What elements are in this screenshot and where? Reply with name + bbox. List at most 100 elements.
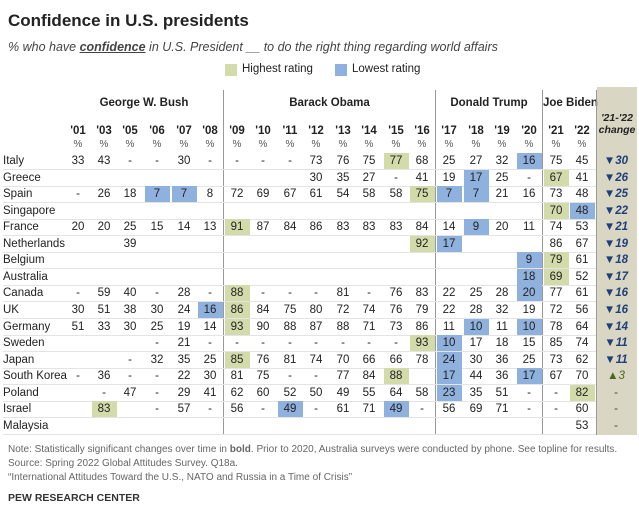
cell: - (208, 155, 212, 167)
highlight (224, 302, 250, 319)
legend-label: Highest rating (242, 63, 313, 75)
cell: 80 (309, 304, 323, 317)
cell: 61 (336, 403, 350, 416)
cell: 27 (362, 171, 376, 184)
highlight (516, 285, 542, 302)
change-value: ▼14 (603, 320, 629, 333)
cell: 85 (230, 353, 244, 366)
cell: - (128, 353, 132, 366)
cell: 36 (495, 353, 509, 366)
cell: - (128, 370, 132, 383)
cell: 30 (71, 304, 85, 317)
cell: 25 (203, 353, 217, 366)
highlight (516, 368, 542, 385)
cell: 16 (522, 188, 536, 201)
cell: 17 (442, 370, 456, 383)
cell: 11 (496, 320, 508, 333)
row-rule (3, 185, 596, 187)
cell: 84 (283, 221, 297, 234)
cell: 15 (522, 337, 536, 350)
cell: - (527, 386, 531, 399)
cell: 24 (442, 353, 456, 366)
highlight (409, 186, 435, 203)
unit-label: % (285, 139, 295, 150)
cell: 25 (123, 221, 137, 234)
group-divider (223, 90, 224, 435)
cell: 53 (575, 221, 589, 234)
row-rule (3, 251, 596, 253)
cell: 64 (575, 320, 589, 333)
cell: - (155, 337, 159, 350)
change-value: ▲3 (607, 370, 625, 383)
cell: 27 (469, 155, 483, 167)
unit-label: % (497, 139, 507, 150)
highlight (197, 302, 223, 319)
cell: 86 (549, 237, 563, 250)
cell: 41 (415, 171, 429, 184)
column-header: '21 (548, 125, 564, 137)
cell: 18 (522, 270, 536, 283)
unit-label: % (444, 139, 454, 150)
cell: 90 (256, 320, 270, 333)
cell: - (288, 155, 292, 167)
row-rule (3, 433, 596, 435)
cell: 75 (283, 304, 297, 317)
column-header: '07 (176, 125, 192, 137)
cell: 29 (177, 386, 191, 399)
cell: - (288, 287, 292, 300)
highlight (436, 384, 462, 401)
highlight (144, 186, 170, 203)
cell: 49 (336, 386, 350, 399)
source: Source: Spring 2022 Global Attitudes Sur… (8, 458, 238, 469)
cell: 7 (180, 188, 188, 201)
legend-swatch (225, 64, 237, 76)
unit-label: % (577, 139, 587, 150)
column-header: '15 (388, 125, 404, 137)
cell: 20 (522, 287, 536, 300)
cell: - (527, 403, 531, 416)
highlight (224, 219, 250, 236)
cell: - (288, 370, 292, 383)
cell: 17 (469, 337, 483, 350)
cell: 8 (206, 188, 214, 201)
cell: 25 (469, 287, 483, 300)
row-label: Japan (3, 353, 35, 366)
cell: 83 (415, 287, 429, 300)
cell: 76 (336, 155, 350, 167)
legend-label: Lowest rating (352, 63, 421, 75)
column-header: '14 (361, 125, 377, 137)
cell: 81 (230, 370, 244, 383)
cell: 10 (469, 320, 483, 333)
column-header: '17 (441, 125, 457, 137)
unit-label: % (258, 139, 268, 150)
cell: 58 (389, 188, 403, 201)
change-value: ▼17 (603, 270, 629, 283)
cell: 17 (469, 171, 483, 184)
cell: - (554, 403, 558, 416)
cell: 20 (97, 221, 111, 234)
cell: 23 (442, 386, 456, 399)
highlight (436, 335, 462, 352)
title: Confidence in U.S. presidents (8, 11, 249, 30)
cell: 82 (575, 386, 589, 399)
cell: 75 (549, 155, 563, 167)
column-header: '11 (282, 125, 298, 137)
cell: 51 (71, 320, 85, 333)
change-value: ▼16 (603, 287, 629, 300)
cell: - (261, 287, 265, 300)
cell: - (128, 155, 132, 167)
row-label: Malaysia (3, 419, 49, 432)
highlight (409, 335, 435, 352)
cell: 24 (177, 304, 191, 317)
change-value: ▼19 (603, 237, 629, 250)
cell: 88 (230, 287, 244, 300)
unit-label: % (338, 139, 348, 150)
row-label: Sweden (3, 337, 45, 350)
cell: 7 (472, 188, 480, 201)
column-header: '18 (468, 125, 484, 137)
cell: 17 (522, 370, 536, 383)
change-value: ▼21 (603, 221, 629, 234)
cell: 19 (177, 320, 191, 333)
column-header: '05 (122, 125, 138, 137)
cell: 28 (177, 287, 191, 300)
